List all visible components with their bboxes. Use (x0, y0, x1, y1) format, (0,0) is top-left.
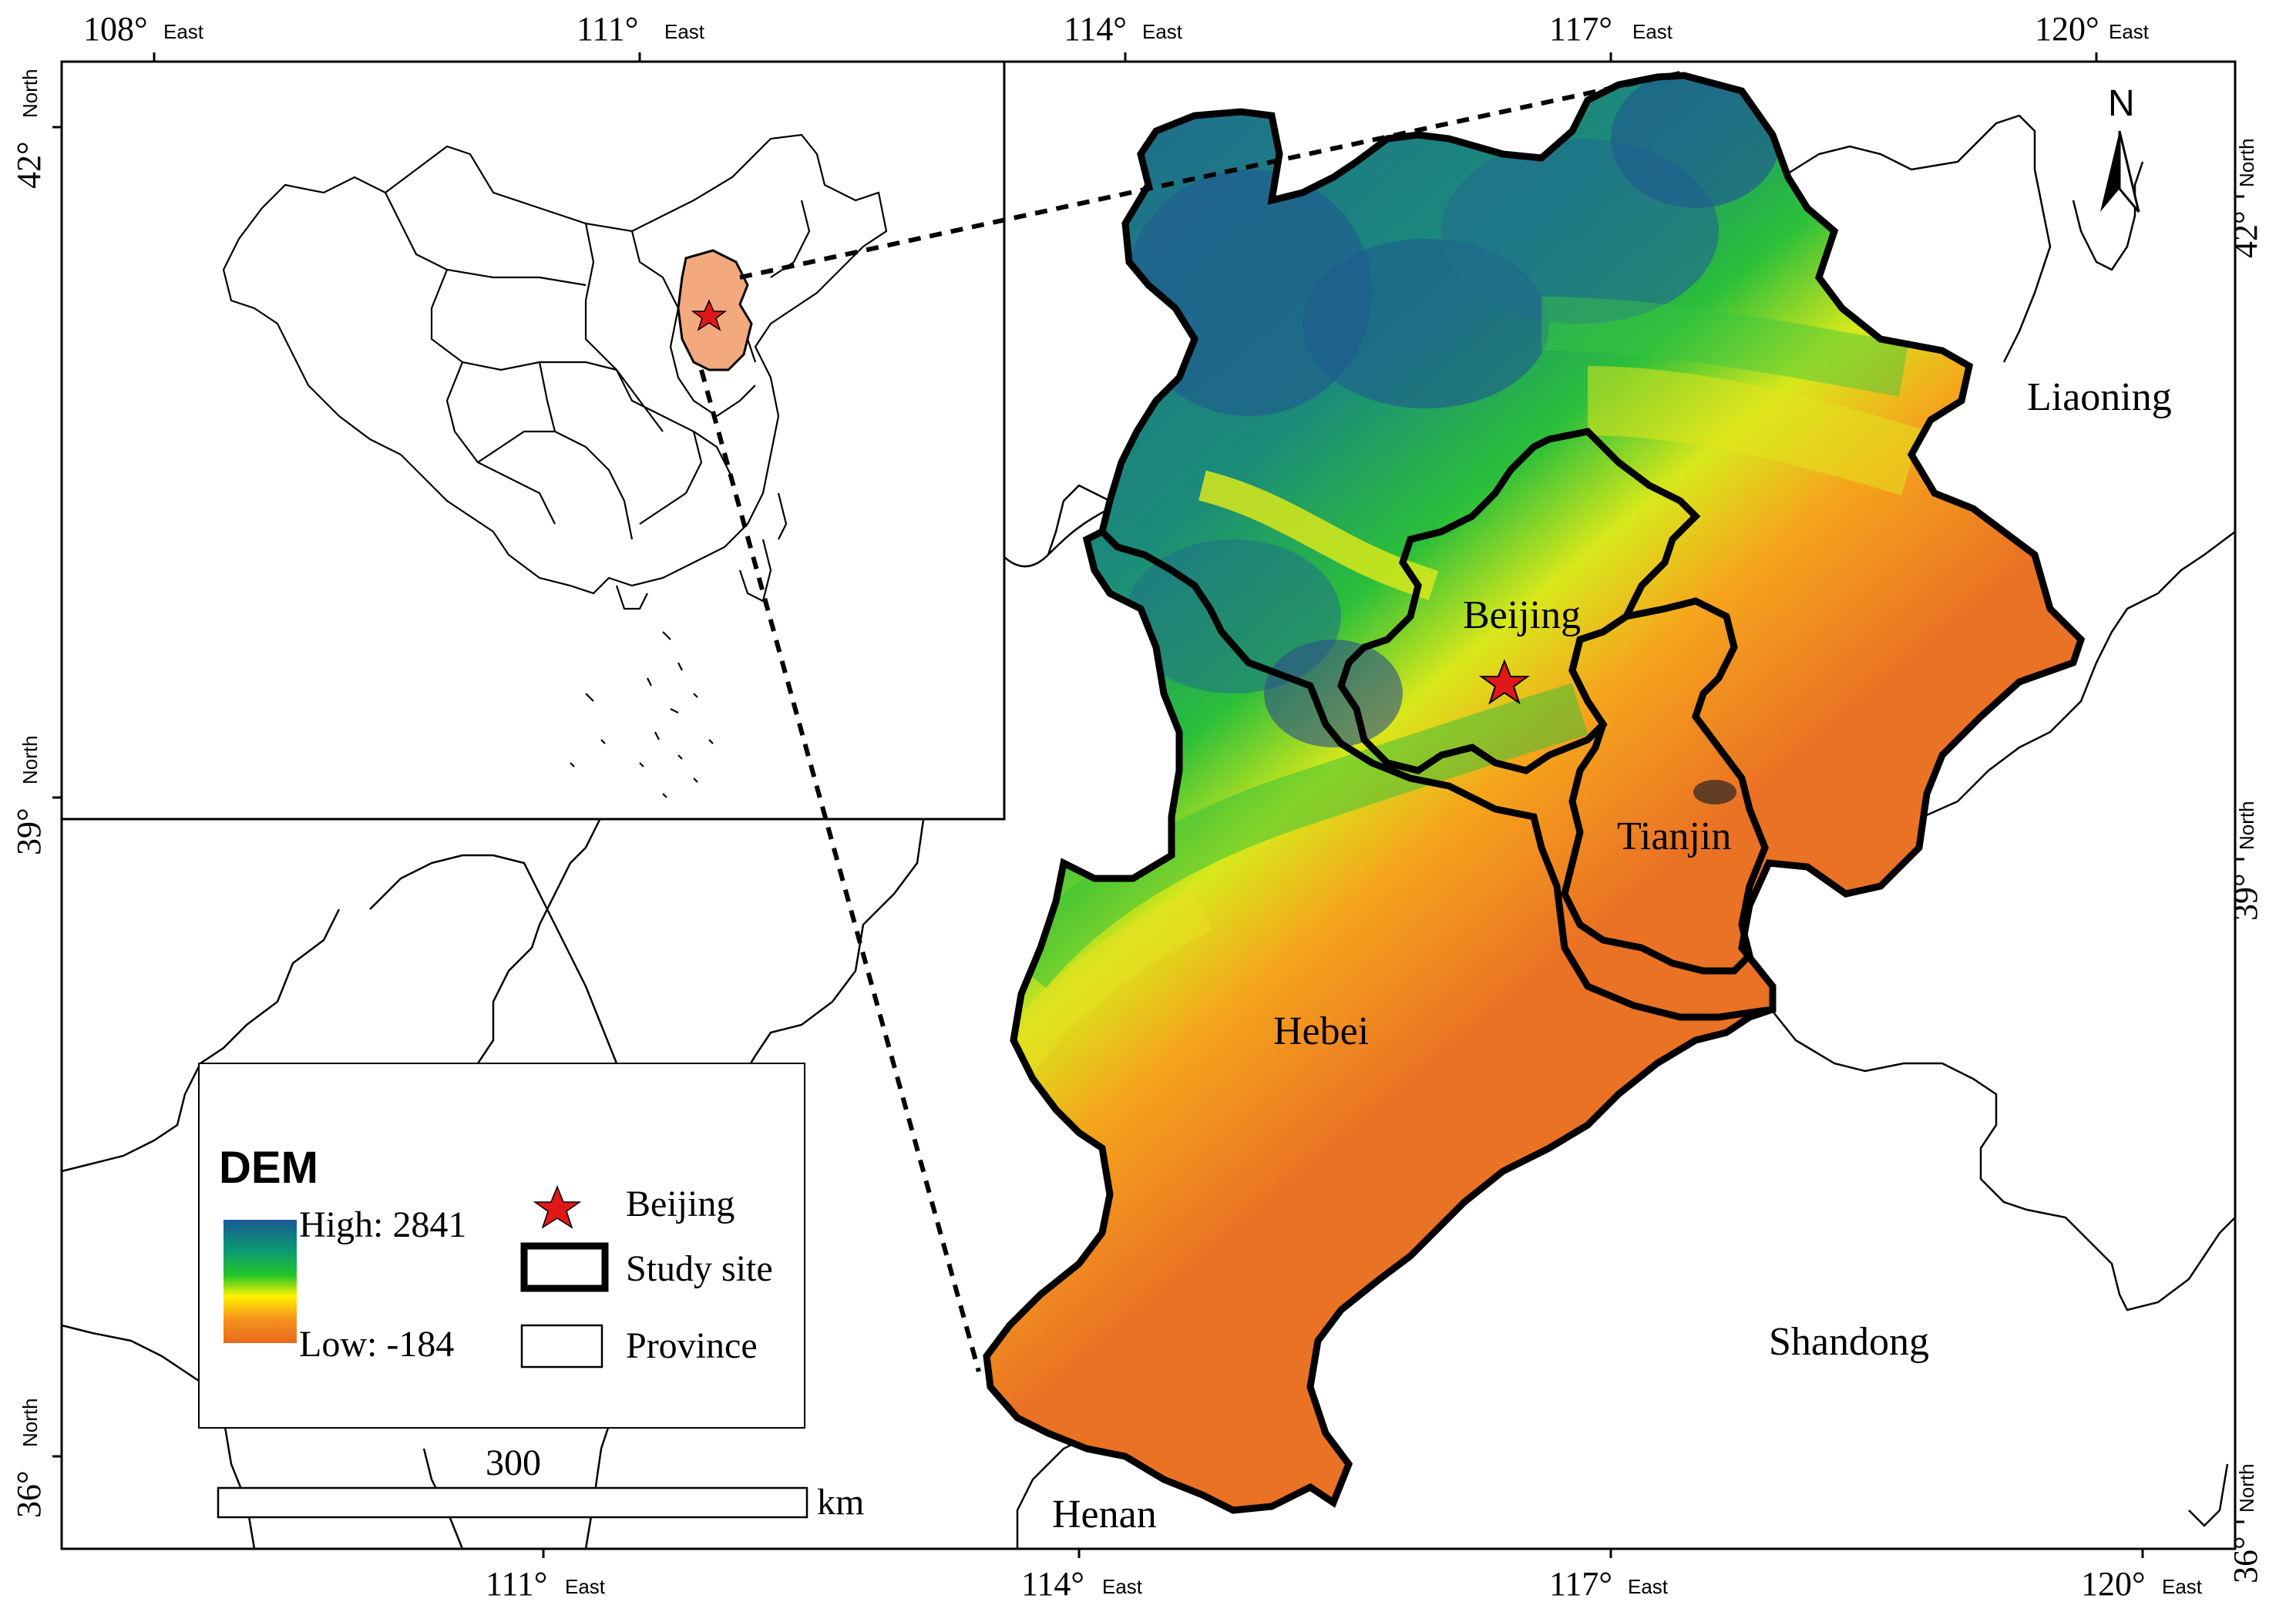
legend-thick-box-icon (520, 1242, 609, 1292)
legend-high: High: 2841 (299, 1204, 466, 1245)
top-axis-labels: 108° East 111° East 114° East 117° East … (83, 10, 2150, 48)
tick-top-5: 120° (2035, 10, 2099, 48)
tick-top-1-dir: East (163, 20, 204, 43)
tick-right-2: 39° (2227, 873, 2264, 921)
beijing-star-icon (1478, 659, 1531, 705)
tick-right-1-dir: North (2235, 138, 2258, 187)
tick-bottom-3: 117° (1549, 1565, 1612, 1603)
tick-bottom-1: 111° (486, 1565, 547, 1603)
legend-box (198, 1063, 805, 1429)
tick-right-3: 36° (2227, 1536, 2264, 1583)
tick-bottom-4-dir: East (2162, 1575, 2203, 1598)
legend-title: DEM (219, 1143, 318, 1193)
tick-top-3: 114° (1064, 10, 1127, 48)
region-label-beijing: Beijing (1463, 593, 1581, 637)
tick-bottom-4: 120° (2081, 1565, 2146, 1603)
tick-top-4-dir: East (1632, 20, 1673, 43)
tick-right-1: 42° (2227, 210, 2264, 258)
tick-bottom-1-dir: East (565, 1575, 606, 1598)
tick-right-2-dir: North (2235, 801, 2258, 850)
tick-top-1: 108° (83, 10, 148, 48)
legend-thin-box-icon (520, 1324, 603, 1369)
connector-line-bottom (699, 369, 981, 1372)
coastal-mark (1693, 780, 1736, 804)
legend-low: Low: -184 (299, 1324, 454, 1365)
tick-bottom-3-dir: East (1628, 1575, 1669, 1598)
tianjin-boundary (1561, 597, 1769, 975)
region-label-hebei: Hebei (1273, 1009, 1369, 1053)
tick-left-2-dir: North (18, 735, 42, 784)
legend-item-beijing: Beijing (626, 1184, 735, 1224)
tick-bottom-2-dir: East (1102, 1575, 1143, 1598)
legend-dem-ramp (224, 1220, 297, 1343)
tick-left-2: 39° (10, 808, 48, 855)
tick-top-2: 111° (577, 10, 638, 48)
beijing-boundary (1337, 428, 1701, 774)
legend-star-icon (533, 1184, 582, 1229)
tick-top-3-dir: East (1142, 20, 1183, 43)
region-label-liaoning: Liaoning (2027, 375, 2172, 419)
north-arrow-icon (2100, 130, 2140, 213)
inset-beijing-star-icon (691, 299, 728, 331)
tick-top-2-dir: East (664, 20, 705, 43)
tick-left-1-dir: North (18, 69, 42, 118)
axis-ticks (52, 52, 2244, 1558)
tick-left-3: 36° (10, 1470, 48, 1518)
inset-study-area (677, 249, 753, 371)
connector-line-top (739, 71, 1681, 280)
inset-frame (60, 60, 1006, 821)
legend-item-study-site: Study site (626, 1248, 773, 1289)
region-label-henan: Henan (1052, 1493, 1157, 1536)
region-label-shandong: Shandong (1769, 1320, 1929, 1364)
region-label-tianjin: Tianjin (1617, 814, 1731, 858)
north-label: N (2108, 83, 2135, 124)
tick-left-3-dir: North (18, 1398, 42, 1447)
tick-bottom-2: 114° (1021, 1565, 1084, 1603)
tick-top-5-dir: East (2109, 20, 2150, 43)
tick-top-4: 117° (1549, 10, 1612, 48)
legend-item-province: Province (626, 1325, 758, 1366)
tick-right-3-dir: North (2235, 1463, 2258, 1513)
tick-left-1: 42° (10, 141, 48, 189)
left-axis-labels: 42° North 39° North 36° North (10, 69, 48, 1518)
bottom-axis-labels: 111° East 114° East 117° East 120° East (486, 1565, 2203, 1603)
right-axis-labels: 42° North 39° North 36° North (2227, 138, 2264, 1583)
scale-bar-unit: km (817, 1482, 864, 1523)
scale-bar (217, 1486, 808, 1519)
scale-bar-value: 300 (486, 1442, 541, 1483)
